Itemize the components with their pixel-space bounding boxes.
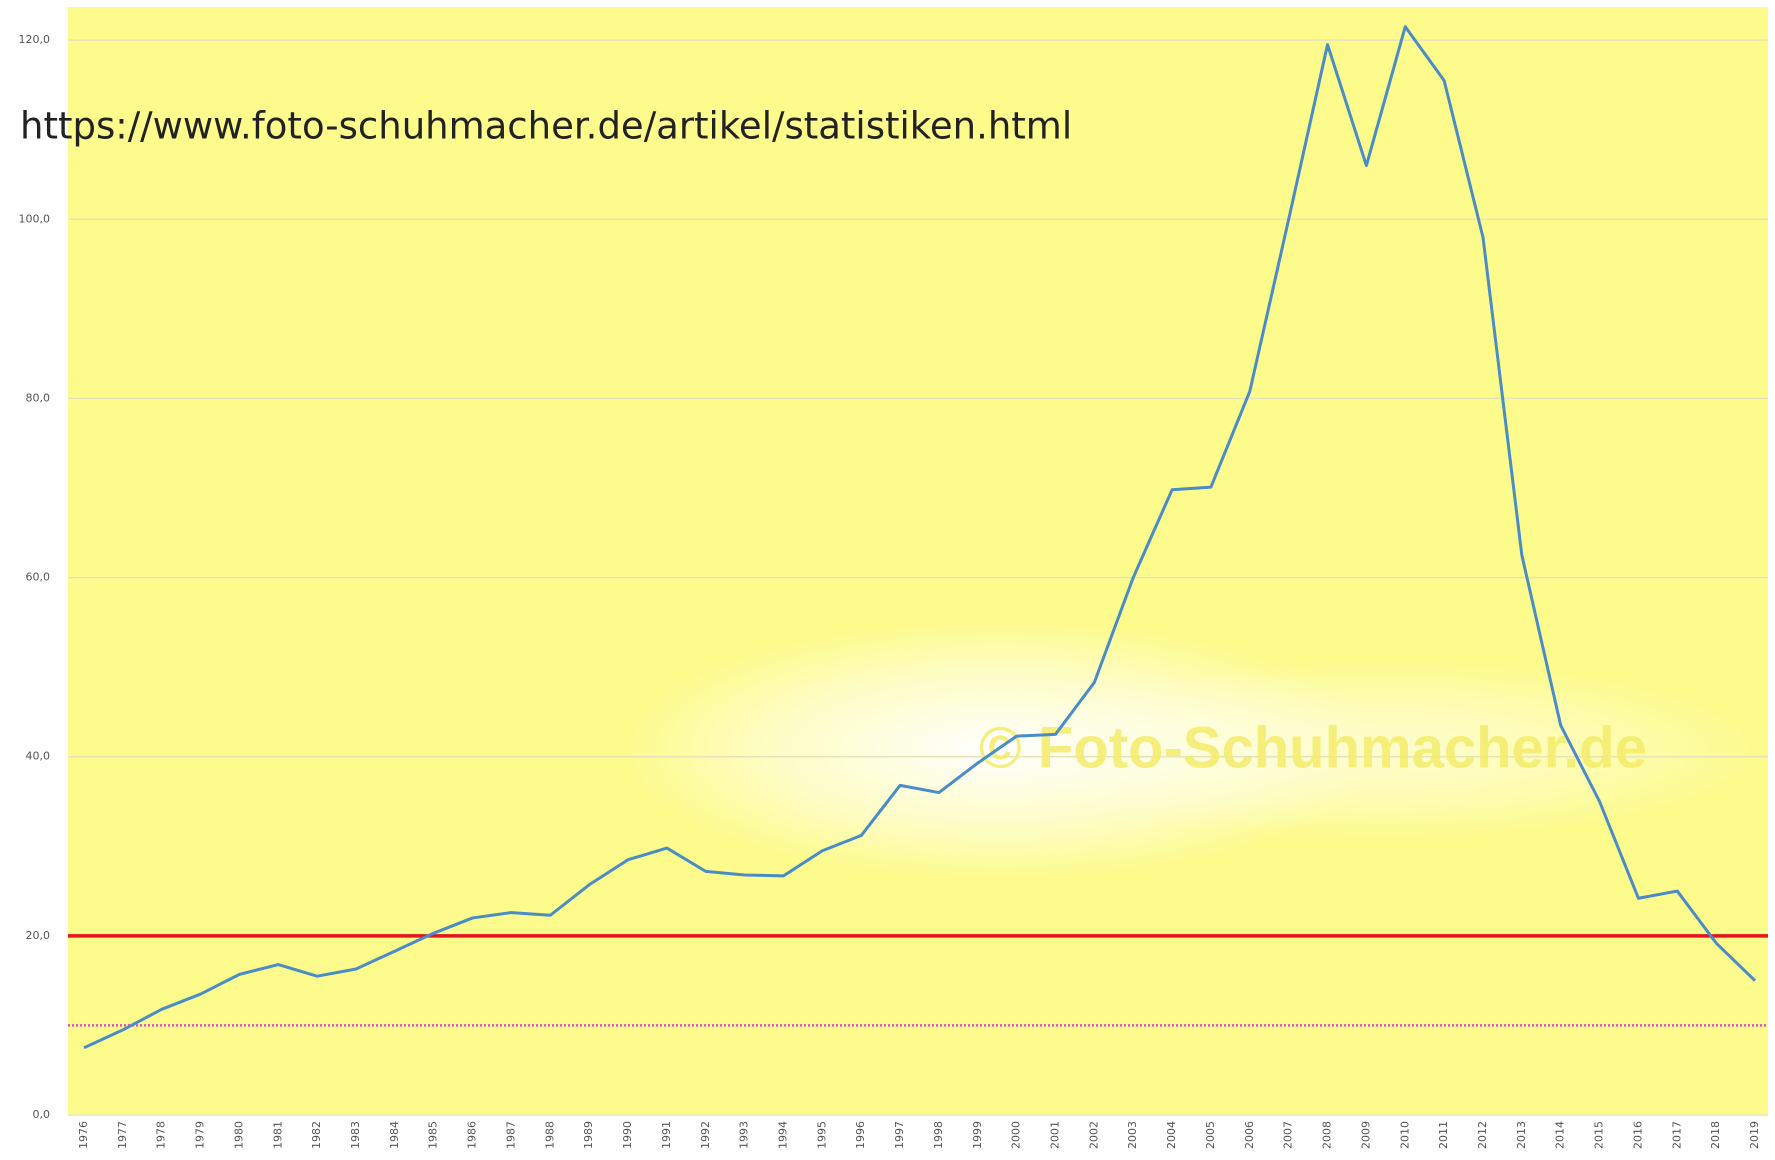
url-annotation: https://www.foto-schuhmacher.de/artikel/…	[20, 105, 1072, 148]
x-tick-label: 2018	[1709, 1121, 1722, 1149]
y-tick-label: 20,0	[26, 929, 51, 942]
x-tick-label: 1978	[155, 1121, 168, 1149]
x-tick-label: 2012	[1476, 1121, 1489, 1149]
x-tick-label: 2003	[1126, 1121, 1139, 1149]
x-tick-label: 1992	[699, 1121, 712, 1149]
y-tick-label: 120,0	[19, 33, 51, 46]
x-tick-label: 2008	[1321, 1121, 1334, 1149]
y-tick-label: 40,0	[26, 750, 51, 763]
x-tick-label: 2005	[1204, 1121, 1217, 1149]
y-tick-label: 60,0	[26, 571, 51, 584]
plot-background	[68, 7, 1768, 1115]
x-tick-label: 1980	[232, 1121, 245, 1149]
x-tick-label: 1991	[660, 1121, 673, 1149]
y-tick-label: 0,0	[33, 1108, 51, 1121]
x-tick-label: 1985	[427, 1121, 440, 1149]
x-tick-label: 1982	[310, 1121, 323, 1149]
x-tick-label: 2000	[1010, 1121, 1023, 1149]
x-tick-label: 1986	[466, 1121, 479, 1149]
x-tick-label: 1994	[776, 1121, 789, 1149]
x-tick-label: 2015	[1593, 1121, 1606, 1149]
x-tick-label: 2001	[1049, 1121, 1062, 1149]
x-tick-label: 2004	[1165, 1121, 1178, 1149]
x-tick-label: 2010	[1398, 1121, 1411, 1149]
y-tick-label: 80,0	[26, 391, 51, 404]
watermark: © Foto-Schuhmacher.de	[979, 715, 1647, 780]
x-tick-label: 1990	[621, 1121, 634, 1149]
x-tick-label: 1989	[582, 1121, 595, 1149]
x-tick-label: 2019	[1748, 1121, 1761, 1149]
x-tick-label: 2011	[1437, 1121, 1450, 1149]
x-tick-label: 1977	[116, 1121, 129, 1149]
x-tick-label: 2006	[1243, 1121, 1256, 1149]
x-tick-label: 1987	[504, 1121, 517, 1149]
x-tick-label: 1988	[543, 1121, 556, 1149]
x-tick-label: 2017	[1670, 1121, 1683, 1149]
x-tick-label: 1981	[271, 1121, 284, 1149]
x-tick-label: 1999	[971, 1121, 984, 1149]
x-tick-label: 2009	[1359, 1121, 1372, 1149]
y-tick-label: 100,0	[19, 212, 51, 225]
x-tick-label: 1984	[388, 1121, 401, 1149]
x-tick-label: 1983	[349, 1121, 362, 1149]
x-tick-label: 2016	[1631, 1121, 1644, 1149]
x-tick-label: 2013	[1515, 1121, 1528, 1149]
x-tick-label: 1979	[194, 1121, 207, 1149]
x-tick-label: 1976	[77, 1121, 90, 1149]
x-tick-label: 1995	[815, 1121, 828, 1149]
data-line	[83, 25, 1757, 1050]
x-tick-label: 1997	[893, 1121, 906, 1149]
x-tick-label: 1998	[932, 1121, 945, 1149]
x-tick-label: 2002	[1087, 1121, 1100, 1149]
watermark-glow-band	[1000, 660, 1768, 840]
x-tick-label: 1993	[738, 1121, 751, 1149]
x-tick-label: 1996	[854, 1121, 867, 1149]
x-tick-label: 2007	[1282, 1121, 1295, 1149]
x-tick-label: 2014	[1554, 1121, 1567, 1149]
